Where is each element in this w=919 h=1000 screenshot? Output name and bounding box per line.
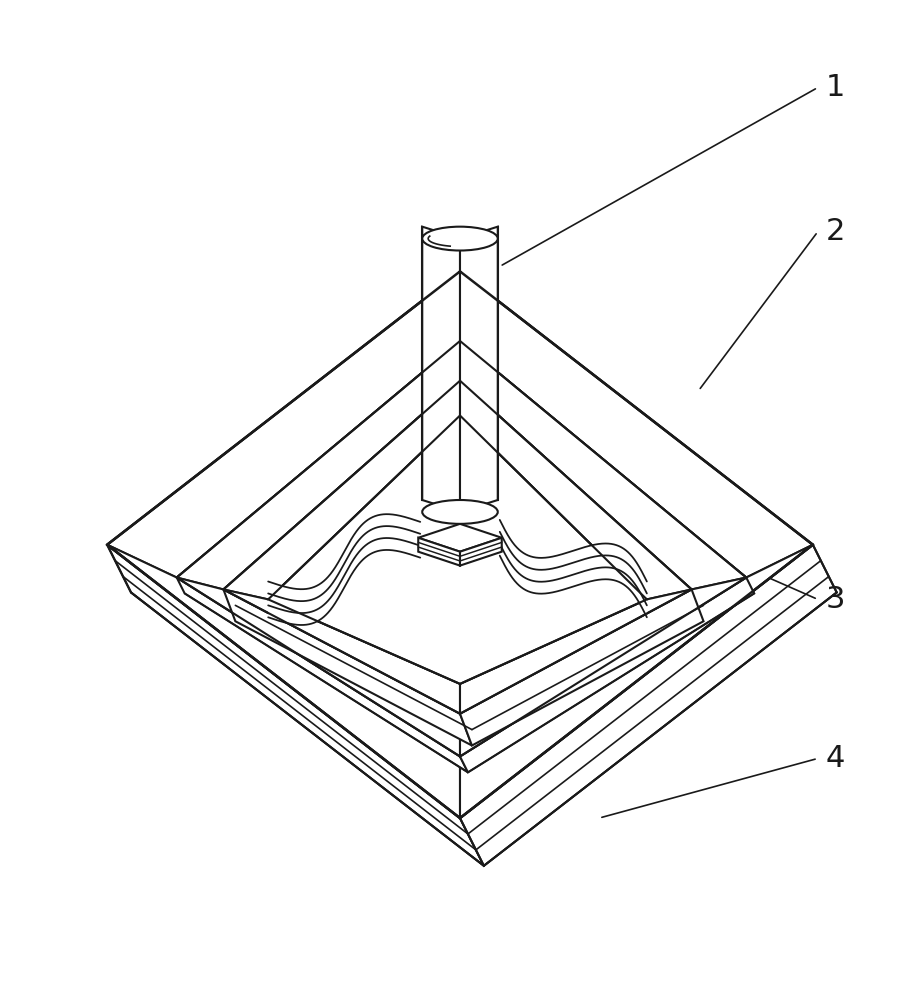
Polygon shape xyxy=(223,589,460,714)
Polygon shape xyxy=(267,526,420,613)
Polygon shape xyxy=(176,578,468,772)
Polygon shape xyxy=(460,578,745,756)
Polygon shape xyxy=(223,589,471,746)
Polygon shape xyxy=(107,545,483,866)
Polygon shape xyxy=(176,341,460,589)
Polygon shape xyxy=(460,545,812,818)
Text: 3: 3 xyxy=(825,585,845,614)
Text: 2: 2 xyxy=(825,217,845,246)
Polygon shape xyxy=(422,227,460,512)
Text: 1: 1 xyxy=(825,73,845,102)
Polygon shape xyxy=(460,271,812,578)
Polygon shape xyxy=(499,544,646,617)
Polygon shape xyxy=(460,227,497,512)
Polygon shape xyxy=(107,271,460,578)
Polygon shape xyxy=(267,416,646,684)
Polygon shape xyxy=(460,589,691,714)
Polygon shape xyxy=(460,545,835,866)
Polygon shape xyxy=(267,514,420,601)
Polygon shape xyxy=(460,589,703,746)
Ellipse shape xyxy=(422,227,497,251)
Polygon shape xyxy=(499,532,646,605)
Text: 4: 4 xyxy=(825,744,845,773)
Polygon shape xyxy=(418,538,460,566)
Polygon shape xyxy=(460,578,754,772)
Polygon shape xyxy=(223,381,460,599)
Polygon shape xyxy=(267,538,420,625)
Polygon shape xyxy=(176,578,460,756)
Polygon shape xyxy=(460,381,691,599)
Ellipse shape xyxy=(422,500,497,524)
Polygon shape xyxy=(460,538,501,566)
Polygon shape xyxy=(107,545,460,818)
Polygon shape xyxy=(460,341,745,589)
Polygon shape xyxy=(418,524,501,552)
Polygon shape xyxy=(499,520,646,593)
